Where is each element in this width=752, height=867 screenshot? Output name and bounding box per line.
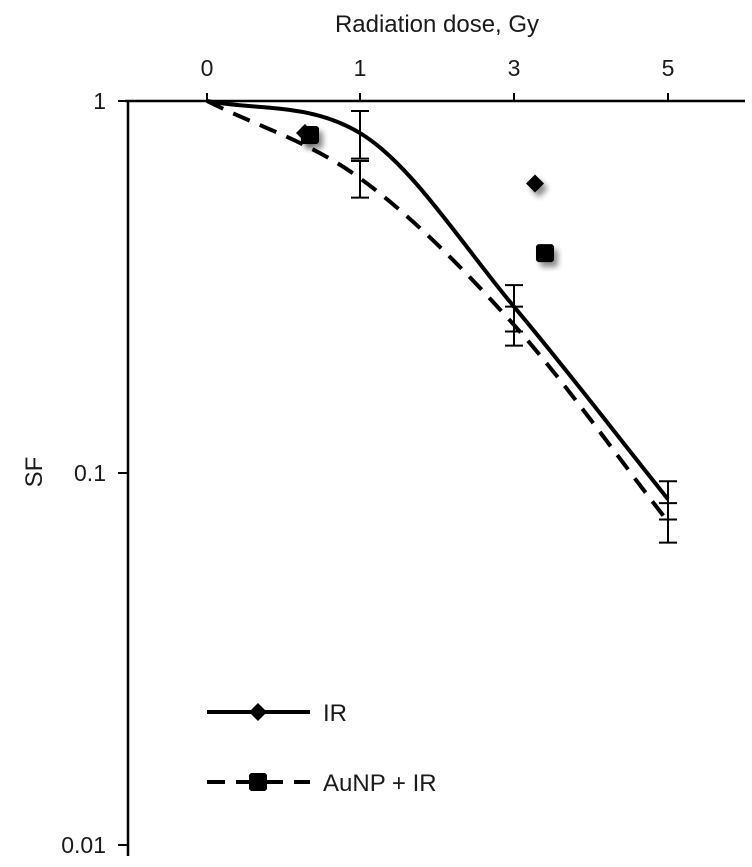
x-tick-label: 0	[201, 55, 214, 81]
x-axis-title: Radiation dose, Gy	[335, 11, 539, 38]
stray-marker-square	[536, 244, 554, 263]
data-markers	[296, 124, 554, 263]
x-tick-label: 5	[662, 55, 675, 81]
series-line-ir	[206, 99, 670, 501]
y-tick-label: 1	[93, 88, 106, 114]
series-curves	[206, 99, 670, 523]
error-bars	[351, 109, 677, 544]
legend-marker-diamond	[249, 703, 267, 721]
legend-label-aunp-ir: AuNP + IR	[323, 770, 437, 797]
y-tick-label: 0.1	[74, 460, 106, 486]
stray-marker-diamond	[296, 124, 314, 143]
x-ticks: 0 1 3 5	[201, 55, 675, 101]
y-axis-title: SF	[21, 457, 48, 488]
legend: IR AuNP + IR	[207, 700, 437, 797]
stray-marker-diamond	[526, 174, 544, 193]
x-tick-label: 3	[508, 55, 521, 81]
y-tick-label: 0.01	[61, 832, 106, 858]
legend-label-ir: IR	[323, 700, 347, 727]
series-line-aunp-ir	[206, 99, 670, 523]
legend-marker-square	[249, 773, 267, 791]
x-tick-label: 1	[354, 55, 367, 81]
y-ticks: 1 0.1 0.01	[61, 88, 128, 858]
